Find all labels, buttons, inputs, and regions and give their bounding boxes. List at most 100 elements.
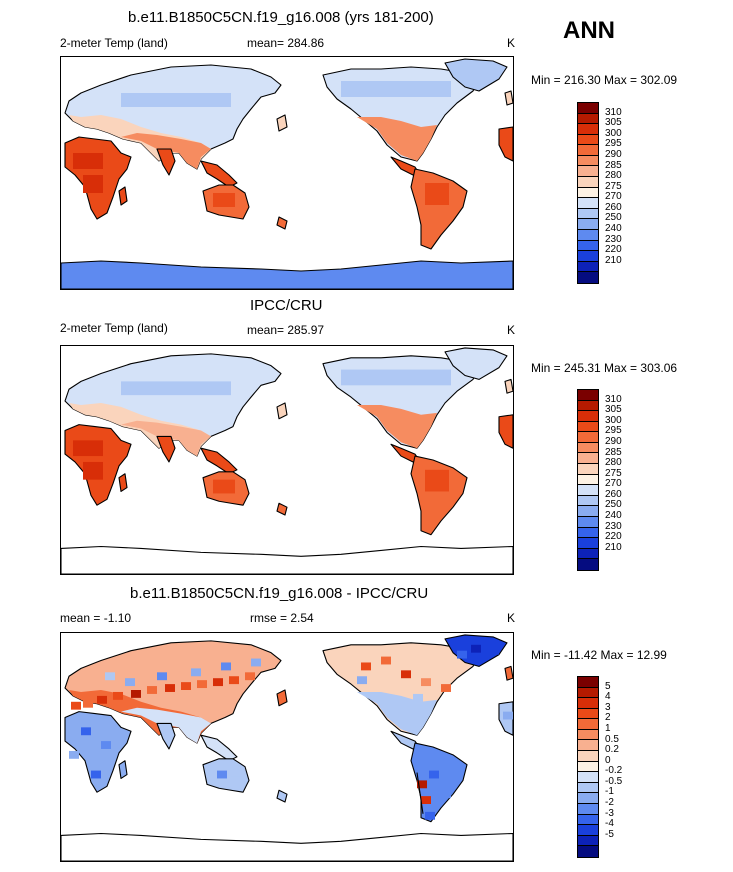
colorbar-swatch: [578, 464, 598, 475]
colorbar-swatch: [578, 251, 598, 262]
colorbar-swatch: [578, 687, 598, 699]
colorbar-tick-label: 310: [605, 393, 622, 405]
colorbar-tick-label: 285: [605, 446, 622, 458]
colorbar-swatch: [578, 219, 598, 230]
southeast-asia-land: [200, 160, 238, 188]
panel-3-mean-label: mean = -1.10: [60, 611, 132, 625]
difference-cell: [213, 678, 223, 687]
colorbar-tick-label: 230: [605, 233, 622, 245]
panel-2-map-svg: [61, 347, 513, 574]
sahara-hot-patch: [73, 153, 103, 169]
difference-cell: [421, 796, 431, 804]
colorbar-swatch: [578, 825, 598, 836]
colorbar-swatch: [578, 729, 598, 741]
colorbar-swatch: [578, 453, 598, 465]
colorbar-tick-label: 240: [605, 510, 622, 522]
colorbar-tick-label: 0: [605, 754, 611, 766]
colorbar-tick-label: 240: [605, 223, 622, 235]
difference-cell: [71, 701, 81, 710]
colorbar-swatch: [578, 719, 598, 730]
difference-cell: [97, 695, 107, 704]
panel-3-title: b.e11.B1850C5CN.f19_g16.008 - IPCC/CRU: [130, 585, 429, 602]
colorbar-swatch: [578, 208, 598, 220]
southeast-asia-land: [200, 447, 238, 475]
colorbar-tick-label: -4: [605, 818, 614, 830]
greenland-land: [444, 58, 508, 92]
s-america-land: [410, 168, 468, 250]
difference-cell: [245, 672, 255, 681]
colorbar-tick-label: 260: [605, 201, 622, 213]
difference-cell: [229, 676, 239, 685]
colorbar-tick-label: 1: [605, 722, 611, 734]
sahara-hot-patch: [73, 440, 103, 457]
difference-cell: [251, 658, 261, 667]
colorbar-tick-label: 5: [605, 680, 611, 692]
colorbar-swatch: [578, 166, 598, 178]
s-america-land: [410, 455, 468, 536]
siberia-cold-patch: [121, 381, 231, 396]
greenland-land: [444, 347, 508, 380]
colorbar-tick-label: 295: [605, 425, 622, 437]
colorbar-swatch: [578, 485, 598, 496]
colorbar-swatch: [578, 240, 598, 252]
difference-cell: [101, 741, 111, 749]
madagascar-land: [118, 760, 128, 779]
colorbar-tick-label: 250: [605, 499, 622, 511]
colorbar-swatch: [578, 155, 598, 167]
difference-cell: [361, 662, 371, 671]
colorbar-tick-label: 300: [605, 414, 622, 426]
colorbar-swatch: [578, 474, 598, 486]
panel-3-map: [60, 632, 514, 862]
colorbar-swatch: [578, 538, 598, 549]
colorbar-swatch: [578, 177, 598, 188]
colorbar-tick-label: 2: [605, 712, 611, 724]
colorbar-tick-label: 300: [605, 127, 622, 139]
panel-1-minmax: Min = 216.30 Max = 302.09: [531, 73, 678, 87]
south-asia-land: [121, 133, 211, 169]
difference-cell: [191, 668, 201, 677]
difference-cell: [221, 662, 231, 671]
colorbar-swatch: [578, 421, 598, 433]
india-land: [156, 435, 176, 463]
colorbar-swatch: [578, 272, 598, 283]
colorbar-tick-label: 210: [605, 254, 622, 266]
new-zealand-land: [276, 502, 288, 516]
panel-3-minmax: Min = -11.42 Max = 12.99: [531, 648, 667, 662]
difference-cell: [441, 684, 451, 692]
britain-land: [504, 378, 513, 394]
difference-cell: [165, 684, 175, 692]
difference-cell: [425, 811, 435, 820]
colorbar-tick-label: 210: [605, 541, 622, 553]
difference-cell: [441, 790, 451, 799]
panel-2-unit: K: [507, 323, 516, 337]
colorbar-tick-label: 270: [605, 191, 622, 203]
panel-1-colorbar: [577, 102, 599, 284]
difference-cell: [381, 656, 391, 665]
japan-land: [276, 689, 288, 707]
colorbar-swatch: [578, 103, 598, 114]
west-africa-edge-land: [498, 126, 513, 162]
antarctica-land: [61, 832, 513, 861]
colorbar-tick-label: 270: [605, 478, 622, 490]
colorbar-swatch: [578, 527, 598, 539]
panel-3-unit: K: [507, 611, 516, 625]
india-land: [156, 148, 176, 176]
colorbar-swatch: [578, 134, 598, 146]
difference-cell: [83, 699, 93, 708]
difference-cell: [429, 770, 439, 779]
colorbar-swatch: [578, 432, 598, 443]
panel-1-map: [60, 56, 514, 290]
panel-1-variable-label: 2-meter Temp (land): [60, 36, 168, 50]
colorbar-tick-label: 305: [605, 404, 622, 416]
colorbar-tick-label: 310: [605, 106, 622, 118]
difference-cell: [503, 711, 513, 720]
antarctica-land: [61, 260, 513, 289]
colorbar-tick-label: 260: [605, 488, 622, 500]
canada-cold-patch: [341, 81, 451, 97]
japan-land: [276, 114, 288, 132]
difference-cell: [181, 682, 191, 690]
canada-cold-patch: [341, 369, 451, 386]
colorbar-tick-label: 280: [605, 170, 622, 182]
japan-land: [276, 402, 288, 420]
colorbar-swatch: [578, 698, 598, 709]
